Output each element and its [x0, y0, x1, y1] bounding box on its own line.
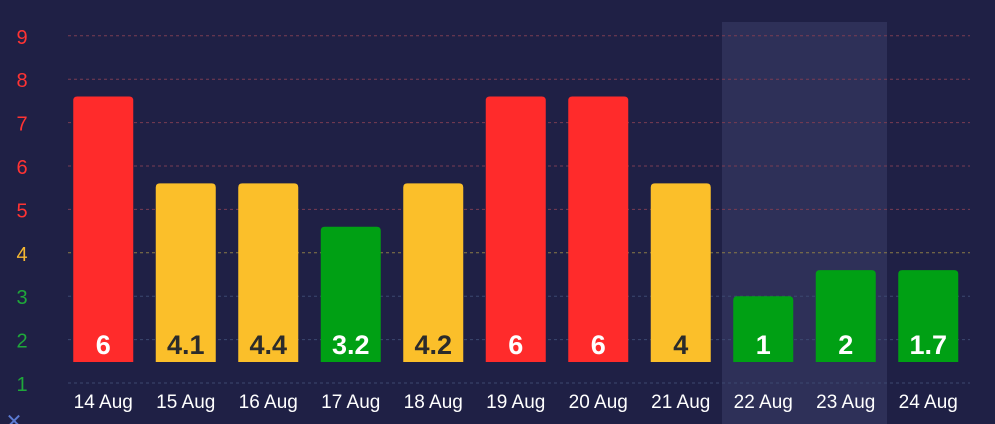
bars	[73, 96, 959, 362]
value-label: 6	[508, 330, 523, 360]
value-label: 2	[838, 330, 853, 360]
value-label: 4.2	[414, 330, 452, 360]
y-tick-label-1: 1	[16, 374, 27, 396]
bar-24-aug[interactable]	[898, 270, 959, 362]
value-label: 3.2	[332, 330, 370, 360]
y-tick-label-8: 8	[16, 70, 27, 92]
bar-17-aug[interactable]	[320, 226, 381, 362]
x-tick-label: 18 Aug	[404, 392, 463, 413]
x-tick-label: 15 Aug	[156, 392, 215, 413]
value-label: 6	[591, 330, 606, 360]
y-tick-label-2: 2	[16, 331, 27, 353]
bar-21-aug[interactable]	[650, 183, 711, 362]
y-axis-ticks: 1 2 3 4 5 6 7 8 9	[16, 27, 27, 396]
bar-19-aug[interactable]	[485, 96, 546, 362]
value-label: 4.1	[167, 330, 205, 360]
y-tick-label-9: 9	[16, 27, 27, 49]
value-label: 1	[756, 330, 771, 360]
x-tick-label: 21 Aug	[651, 392, 710, 413]
y-tick-label-5: 5	[16, 200, 27, 222]
value-label: 4.4	[249, 330, 287, 360]
bar-15-aug[interactable]	[155, 183, 216, 362]
value-label: 6	[96, 330, 111, 360]
close-icon[interactable]: ✕	[6, 411, 23, 424]
value-label: 1.7	[909, 330, 947, 360]
bar-20-aug[interactable]	[568, 96, 629, 362]
x-tick-label: 24 Aug	[899, 392, 958, 413]
x-tick-label: 17 Aug	[321, 392, 380, 413]
x-tick-label: 16 Aug	[239, 392, 298, 413]
bar-23-aug[interactable]	[815, 270, 876, 362]
value-label: 4	[673, 330, 688, 360]
bar-16-aug[interactable]	[238, 183, 299, 362]
x-tick-label: 19 Aug	[486, 392, 545, 413]
bar-22-aug[interactable]	[733, 296, 794, 362]
x-tick-label: 14 Aug	[74, 392, 133, 413]
bar-14-aug[interactable]	[73, 96, 134, 362]
forecast-highlight-band	[722, 22, 887, 424]
y-tick-label-4: 4	[16, 244, 27, 266]
x-axis-ticks: 14 Aug 15 Aug 16 Aug 17 Aug 18 Aug 19 Aug 20 A…	[74, 392, 958, 413]
highlight-layer	[722, 22, 887, 424]
y-tick-label-7: 7	[16, 114, 27, 136]
x-tick-label: 20 Aug	[569, 392, 628, 413]
x-tick-label: 22 Aug	[734, 392, 793, 413]
x-tick-label: 23 Aug	[816, 392, 875, 413]
y-tick-label-6: 6	[16, 157, 27, 179]
value-labels: 6 4.1 4.4 3.2 4.2 6 6 4 1 2 1.7	[96, 330, 947, 360]
bar-18-aug[interactable]	[403, 183, 464, 362]
y-tick-label-3: 3	[16, 287, 27, 309]
